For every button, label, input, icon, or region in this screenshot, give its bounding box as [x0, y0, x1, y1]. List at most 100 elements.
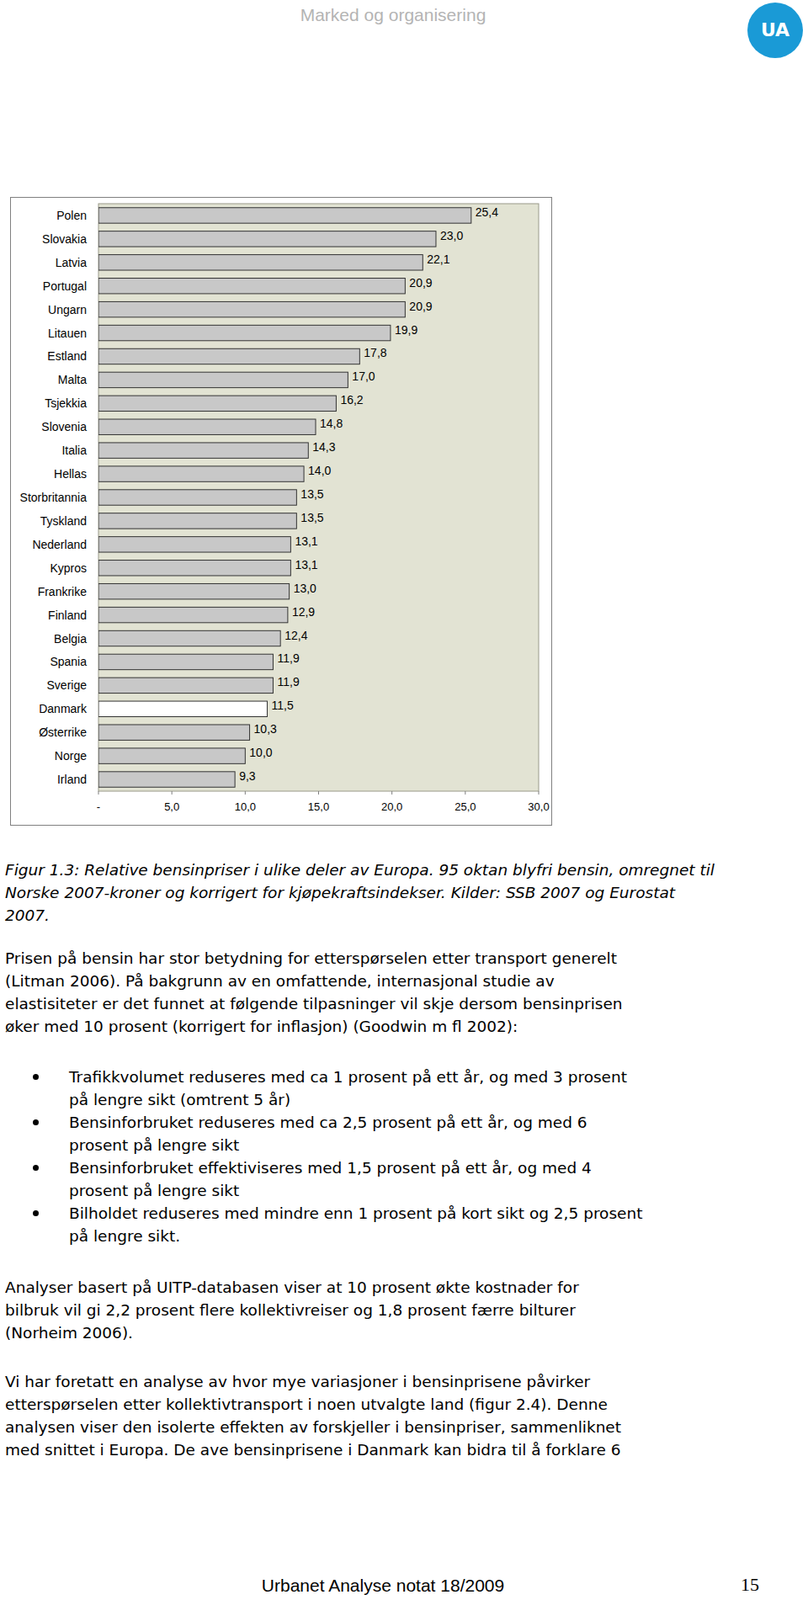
bar: [98, 748, 245, 764]
bar: [98, 419, 316, 435]
data-label: 13,5: [300, 510, 324, 525]
data-label: 17,0: [351, 369, 375, 383]
bar: [98, 583, 290, 599]
bullet-dot: [32, 1164, 39, 1171]
chart-frame: [10, 197, 553, 826]
category-label: Tyskland: [40, 514, 87, 528]
bullet-item: Trafikkvolumet reduseres med ca 1 prosen…: [69, 1065, 628, 1111]
data-label: 14,3: [312, 440, 335, 454]
bullet-dot: [32, 1210, 39, 1217]
data-label: 19,9: [394, 323, 418, 337]
bar: [98, 536, 291, 553]
text: Vi har foretatt en analyse av hvor mye v…: [5, 1370, 591, 1393]
text: Analyser basert på UITP-databasen viser …: [5, 1275, 580, 1299]
category-label: Finland: [47, 608, 87, 622]
data-label: 10,0: [249, 745, 272, 760]
text-line: Bensinforbruket reduseres med ca 2,5 pro…: [69, 1111, 588, 1134]
category-label: Tsjekkia: [44, 396, 87, 410]
bar: [98, 207, 472, 224]
bar: [98, 278, 405, 294]
category-label: Kypros: [49, 561, 87, 575]
bar: [98, 255, 423, 271]
tick-label: 10,0: [234, 800, 256, 814]
bar: [98, 560, 291, 576]
bar: [98, 489, 297, 505]
bar: [98, 231, 436, 247]
text-line: Vi har foretatt en analyse av hvor mye v…: [5, 1370, 622, 1393]
tick-mark: [318, 791, 319, 795]
text-line: prosent på lengre sikt: [69, 1133, 588, 1157]
bar: [98, 677, 273, 693]
data-label: 23,0: [440, 228, 463, 243]
bar: [98, 466, 304, 482]
text: med snittet i Europa. De ave bensinprise…: [5, 1438, 621, 1462]
text: Bensinforbruket reduseres med ca 2,5 pro…: [69, 1111, 588, 1134]
bullet-item: Bensinforbruket effektiviseres med 1,5 p…: [69, 1156, 592, 1202]
bullet-item: Bilholdet reduseres med mindre enn 1 pro…: [69, 1201, 643, 1248]
category-label: Slovakia: [42, 232, 87, 246]
data-label: 11,5: [271, 698, 293, 713]
data-label: 13,1: [294, 534, 318, 548]
tick-label: -: [96, 800, 101, 814]
category-label: Danmark: [38, 701, 88, 716]
caption: Figur 1.3: Relative bensinpriser i ulike…: [5, 858, 715, 927]
data-label: 20,9: [409, 299, 432, 314]
tick-mark: [391, 791, 393, 795]
text: øker med 10 prosent (korrigert for infla…: [5, 1015, 518, 1038]
paragraph: Analyser basert på UITP-databasen viser …: [5, 1275, 580, 1345]
bullet-dot: [32, 1119, 39, 1126]
footer-text: Urbanet Analyse notat 18/2009: [0, 1575, 766, 1596]
text: (Litman 2006). På bakgrunn av en omfatte…: [5, 969, 555, 993]
bar: [98, 513, 297, 529]
category-label: Italia: [61, 443, 87, 458]
bar: [98, 301, 405, 317]
text: analysen viser den isolerte effekten av …: [5, 1415, 622, 1439]
bullet-dot: [32, 1073, 39, 1080]
text-line: på lengre sikt.: [69, 1224, 643, 1248]
bar: [98, 701, 267, 717]
text: på lengre sikt.: [69, 1224, 181, 1248]
text: Figur 1.3: Relative bensinpriser i ulike…: [5, 858, 715, 882]
text-line: øker med 10 prosent (korrigert for infla…: [5, 1015, 623, 1038]
text-line: elastisiteter er det funnet at følgende …: [5, 992, 623, 1016]
text: prosent på lengre sikt: [69, 1133, 240, 1157]
bar: [98, 724, 250, 740]
text: Bilholdet reduseres med mindre enn 1 pro…: [69, 1201, 643, 1225]
text: bilbruk vil gi 2,2 prosent flere kollekt…: [5, 1298, 576, 1322]
text-line: (Norheim 2006).: [5, 1321, 580, 1345]
bar: [98, 324, 391, 341]
bar: [98, 653, 273, 670]
category-label: Østerrike: [38, 725, 87, 739]
tick-mark: [244, 791, 246, 795]
bar: [98, 372, 348, 388]
text-line: prosent på lengre sikt: [69, 1179, 592, 1202]
tick-mark: [98, 791, 100, 795]
category-label: Irland: [57, 772, 87, 787]
category-label: Ungarn: [47, 303, 87, 317]
text: (Norheim 2006).: [5, 1321, 133, 1345]
text-line: bilbruk vil gi 2,2 prosent flere kollekt…: [5, 1298, 580, 1322]
data-label: 9,3: [239, 769, 256, 783]
category-label: Polen: [56, 208, 87, 223]
category-label: Portugal: [42, 279, 87, 293]
logo: UA: [747, 2, 803, 59]
text-line: Analyser basert på UITP-databasen viser …: [5, 1275, 580, 1299]
chart: Polen25,4Slovakia23,0Latvia22,1Portugal2…: [0, 0, 808, 842]
data-label: 25,4: [475, 205, 499, 219]
text-line: Bensinforbruket effektiviseres med 1,5 p…: [69, 1156, 592, 1180]
bullet-item: Bensinforbruket reduseres med ca 2,5 pro…: [69, 1111, 588, 1157]
text-line: 2007.: [5, 903, 715, 927]
data-label: 14,8: [319, 416, 343, 431]
bar: [98, 630, 281, 646]
data-label: 16,2: [340, 393, 363, 407]
category-label: Litauen: [47, 326, 87, 341]
tick-label: 20,0: [381, 800, 403, 814]
tick-label: 30,0: [527, 800, 549, 814]
bar: [98, 771, 235, 787]
data-label: 12,9: [292, 605, 315, 619]
paragraph: Prisen på bensin har stor betydning for …: [5, 946, 623, 1038]
text-line: analysen viser den isolerte effekten av …: [5, 1415, 622, 1439]
text: elastisiteter er det funnet at følgende …: [5, 992, 623, 1016]
text-line: etterspørselen etter kollektivtransport …: [5, 1392, 622, 1416]
bar: [98, 442, 309, 458]
